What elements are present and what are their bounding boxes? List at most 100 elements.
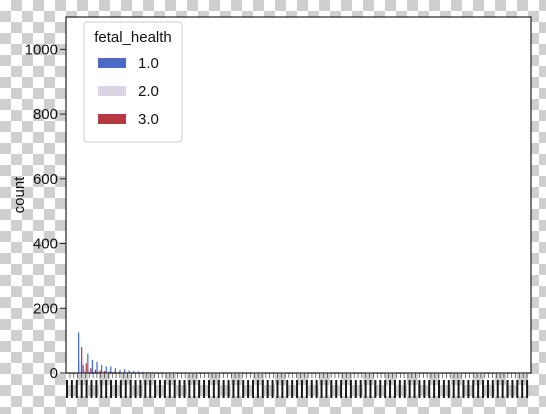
bar — [113, 371, 115, 373]
x-tick-label-glyph — [300, 380, 303, 398]
bar — [124, 369, 126, 373]
x-tick-label-glyph — [114, 380, 117, 398]
x-tick-label-glyph — [345, 380, 347, 398]
x-tick-label-glyph — [154, 380, 157, 398]
x-tick-label-glyph — [359, 380, 362, 398]
bar — [110, 366, 112, 373]
x-tick-label-glyph — [438, 380, 440, 398]
x-tick-label-glyph — [124, 380, 127, 398]
x-tick-label-glyph — [369, 380, 372, 398]
bar — [88, 369, 90, 373]
bar — [82, 364, 84, 373]
bar — [94, 369, 97, 373]
bar — [99, 370, 101, 373]
bar — [137, 371, 140, 373]
bar — [142, 371, 144, 373]
x-tick-label-glyph — [80, 380, 83, 398]
x-tick-label-glyph — [110, 380, 113, 398]
x-tick-label-glyph — [506, 380, 509, 398]
bar — [78, 332, 80, 373]
x-tick-label-glyph — [472, 380, 475, 398]
legend-frame — [83, 21, 183, 143]
x-tick-label-glyph — [232, 380, 235, 398]
x-tick-label-glyph — [310, 380, 313, 398]
x-tick-labels-overlapping — [66, 380, 529, 398]
y-tick-label: 400 — [33, 236, 58, 253]
x-tick-label-glyph — [217, 380, 220, 398]
legend-entries: 1.0 2.0 3.0 — [98, 55, 159, 128]
x-tick-label-glyph — [134, 380, 137, 398]
y-tick-label: 1000 — [25, 41, 58, 58]
x-tick-label-glyph — [227, 380, 230, 398]
legend-swatch — [98, 58, 126, 68]
x-tick-label-glyph — [286, 380, 289, 398]
x-tick-label-glyph — [335, 380, 338, 398]
x-tick-label-glyph — [408, 380, 411, 398]
x-tick-label-glyph — [340, 380, 343, 398]
bar — [128, 370, 130, 373]
x-tick-label-glyph — [379, 380, 382, 398]
plot-frame — [65, 16, 532, 374]
y-tick-label: 600 — [33, 171, 58, 188]
x-tick-label-glyph — [354, 380, 357, 398]
x-tick-label-glyph — [349, 380, 352, 398]
x-tick-label-glyph — [526, 380, 529, 398]
x-tick-label-glyph — [447, 380, 450, 398]
legend-title: fetal_health — [94, 29, 172, 46]
bar — [133, 371, 135, 373]
x-tick-label-glyph — [105, 380, 108, 398]
x-tick-label-glyph — [428, 380, 431, 398]
bar — [79, 361, 81, 373]
bar — [97, 371, 100, 373]
x-tick-label-glyph — [389, 380, 392, 398]
bar — [96, 361, 98, 373]
x-tick-label-glyph — [384, 380, 387, 398]
y-tick-label: 800 — [33, 106, 58, 123]
x-tick-label-glyph — [183, 380, 186, 398]
x-tick-label-glyph — [423, 380, 426, 398]
x-tick-label-glyph — [173, 380, 176, 398]
bar — [105, 366, 107, 373]
x-tick-label-glyph — [462, 380, 465, 398]
x-tick-label-glyph — [364, 380, 367, 398]
x-tick-label-glyph — [482, 380, 485, 398]
x-tick-label-glyph — [75, 380, 78, 398]
x-tick-label-glyph — [144, 380, 147, 398]
legend-swatch — [98, 114, 126, 124]
bar — [91, 360, 94, 373]
x-tick-label-glyph — [281, 380, 284, 398]
x-tick-label-glyph — [491, 380, 494, 398]
x-tick-label-glyph — [398, 380, 401, 398]
x-tick-label-glyph — [149, 380, 152, 398]
x-tick-label-glyph — [457, 380, 460, 398]
bar — [101, 364, 103, 373]
legend-label: 2.0 — [138, 83, 159, 100]
x-tick-label-glyph — [212, 380, 215, 398]
x-tick-label-glyph — [222, 380, 225, 398]
x-tick-label-glyph — [168, 380, 171, 398]
x-tick-label-glyph — [516, 380, 519, 398]
bar — [114, 368, 117, 373]
x-tick-label-glyph — [271, 380, 274, 398]
x-tick-label-glyph — [242, 380, 245, 398]
bar — [119, 369, 121, 373]
bar — [90, 368, 92, 373]
legend-swatch — [98, 86, 126, 96]
bar — [84, 369, 86, 373]
x-tick-label-glyph — [90, 380, 93, 398]
x-tick-label-glyph — [296, 380, 299, 398]
bar — [107, 371, 109, 373]
bar — [108, 371, 110, 373]
x-tick-label-glyph — [252, 380, 254, 398]
x-tick-label-glyph — [320, 380, 323, 398]
bar — [87, 353, 89, 373]
legend-label: 3.0 — [138, 111, 159, 128]
x-tick-label-glyph — [203, 380, 206, 398]
x-tick-label-glyph — [129, 380, 132, 398]
bar — [85, 363, 87, 373]
y-tick-label: 0 — [50, 365, 58, 382]
x-tick-label-glyph — [66, 380, 68, 398]
x-tick-label-glyph — [467, 380, 470, 398]
x-tick-label-glyph — [374, 380, 377, 398]
x-tick-label-glyph — [139, 380, 142, 398]
